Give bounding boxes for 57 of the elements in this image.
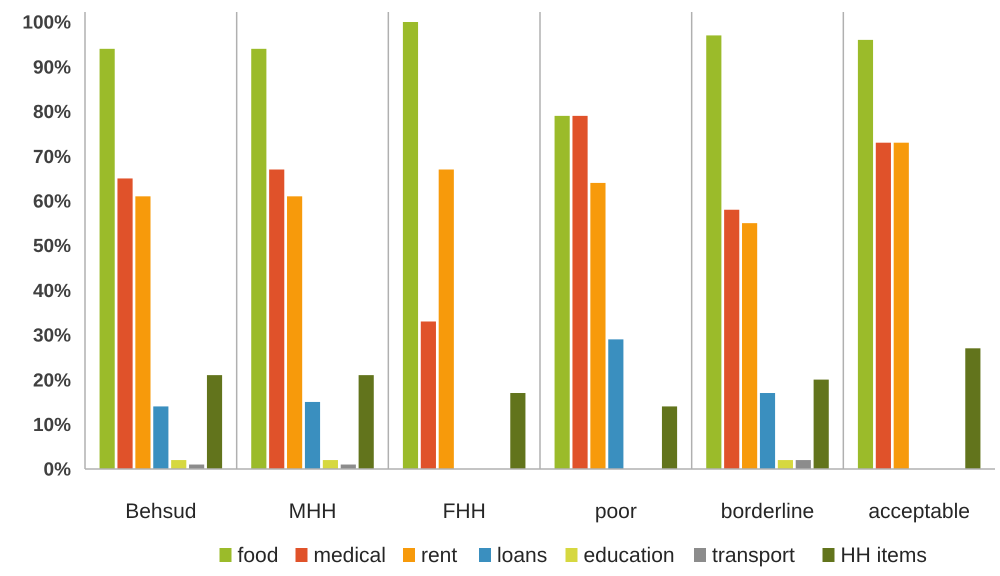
y-tick-label: 20% xyxy=(32,370,72,392)
bar xyxy=(135,196,151,469)
bar xyxy=(814,380,829,469)
bar xyxy=(438,170,454,469)
y-tick-label: 70% xyxy=(32,146,72,168)
bar xyxy=(590,182,606,469)
legend-label: education xyxy=(584,544,675,567)
bar xyxy=(724,210,740,469)
y-tick-label: 50% xyxy=(32,236,72,258)
y-tick-label: 0% xyxy=(44,460,72,481)
bar xyxy=(340,464,356,469)
legend-label: medical xyxy=(314,544,386,567)
bar xyxy=(706,35,722,469)
bar xyxy=(796,460,811,469)
bar xyxy=(554,116,570,469)
y-tick-label: 40% xyxy=(32,280,72,302)
bar xyxy=(117,178,133,469)
bar xyxy=(858,40,874,469)
y-tick-label: 30% xyxy=(32,326,72,347)
y-tick-label: 100% xyxy=(22,12,72,34)
bar xyxy=(206,375,222,469)
bar xyxy=(662,406,678,469)
bar xyxy=(965,348,980,469)
legend-label: food xyxy=(238,544,278,567)
y-tick-label: 60% xyxy=(32,191,72,212)
bar xyxy=(153,406,168,469)
legend-label: transport xyxy=(712,544,796,567)
bar xyxy=(876,142,891,469)
x-tick-label: borderline xyxy=(720,500,814,523)
bar xyxy=(894,142,909,469)
y-tick-label: 90% xyxy=(32,57,72,78)
bar xyxy=(402,22,418,469)
bar xyxy=(778,460,793,469)
y-tick-label: 80% xyxy=(32,102,72,124)
bar xyxy=(742,223,758,469)
bar xyxy=(287,196,302,469)
bar xyxy=(420,321,436,469)
x-tick-label: poor xyxy=(594,500,637,523)
bar xyxy=(322,460,338,469)
bar xyxy=(608,339,624,469)
bar xyxy=(358,375,374,469)
bar xyxy=(572,116,588,469)
bar xyxy=(760,393,776,469)
x-tick-label: Behsud xyxy=(125,500,196,523)
legend-label: HH items xyxy=(840,544,927,567)
bar xyxy=(510,393,526,469)
x-tick-label: MHH xyxy=(288,500,336,523)
legend-label: loans xyxy=(497,544,548,567)
bar xyxy=(269,170,284,469)
bar xyxy=(304,402,320,469)
bar xyxy=(251,48,266,469)
x-tick-label: acceptable xyxy=(868,500,970,523)
bar xyxy=(171,460,186,469)
y-tick-label: 10% xyxy=(32,414,72,436)
x-tick-label: FHH xyxy=(442,500,486,523)
legend-label: rent xyxy=(421,544,458,567)
bar xyxy=(100,48,115,469)
